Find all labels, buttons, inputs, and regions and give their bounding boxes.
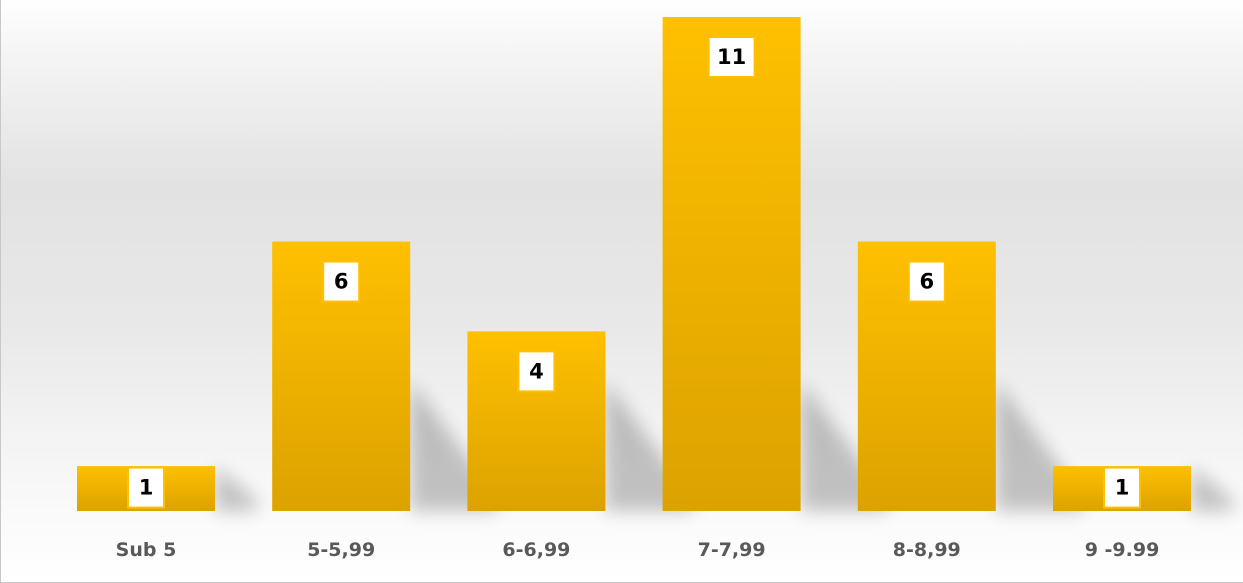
x-tick-label: 8-8,99 [893, 539, 961, 561]
data-label-box [517, 350, 556, 393]
data-labels: 1 6 4 11 6 1 [127, 36, 1141, 509]
data-label: 1 [139, 476, 154, 500]
x-axis-tick-labels: Sub 5 5-5,99 6-6,99 7-7,99 8-8,99 9 -9.99 [116, 539, 1160, 561]
x-tick-label: 7-7,99 [698, 539, 766, 561]
x-tick-label: Sub 5 [116, 539, 177, 561]
data-label-box [127, 466, 165, 509]
data-label-box [907, 260, 946, 303]
data-label: 6 [334, 270, 349, 294]
data-label-box [322, 260, 361, 303]
bars [77, 17, 1191, 511]
bar-shadow [215, 466, 260, 511]
data-label: 1 [1115, 476, 1130, 500]
bar-shadow [1191, 466, 1236, 511]
data-label: 11 [717, 45, 746, 69]
data-label: 6 [919, 270, 934, 294]
data-label: 4 [529, 359, 544, 383]
data-label-box [707, 36, 756, 78]
data-label-box [1103, 466, 1141, 509]
bar [662, 17, 801, 511]
x-tick-label: 5-5,99 [307, 539, 375, 561]
x-tick-label: 6-6,99 [502, 539, 570, 561]
x-tick-label: 9 -9.99 [1085, 539, 1160, 561]
